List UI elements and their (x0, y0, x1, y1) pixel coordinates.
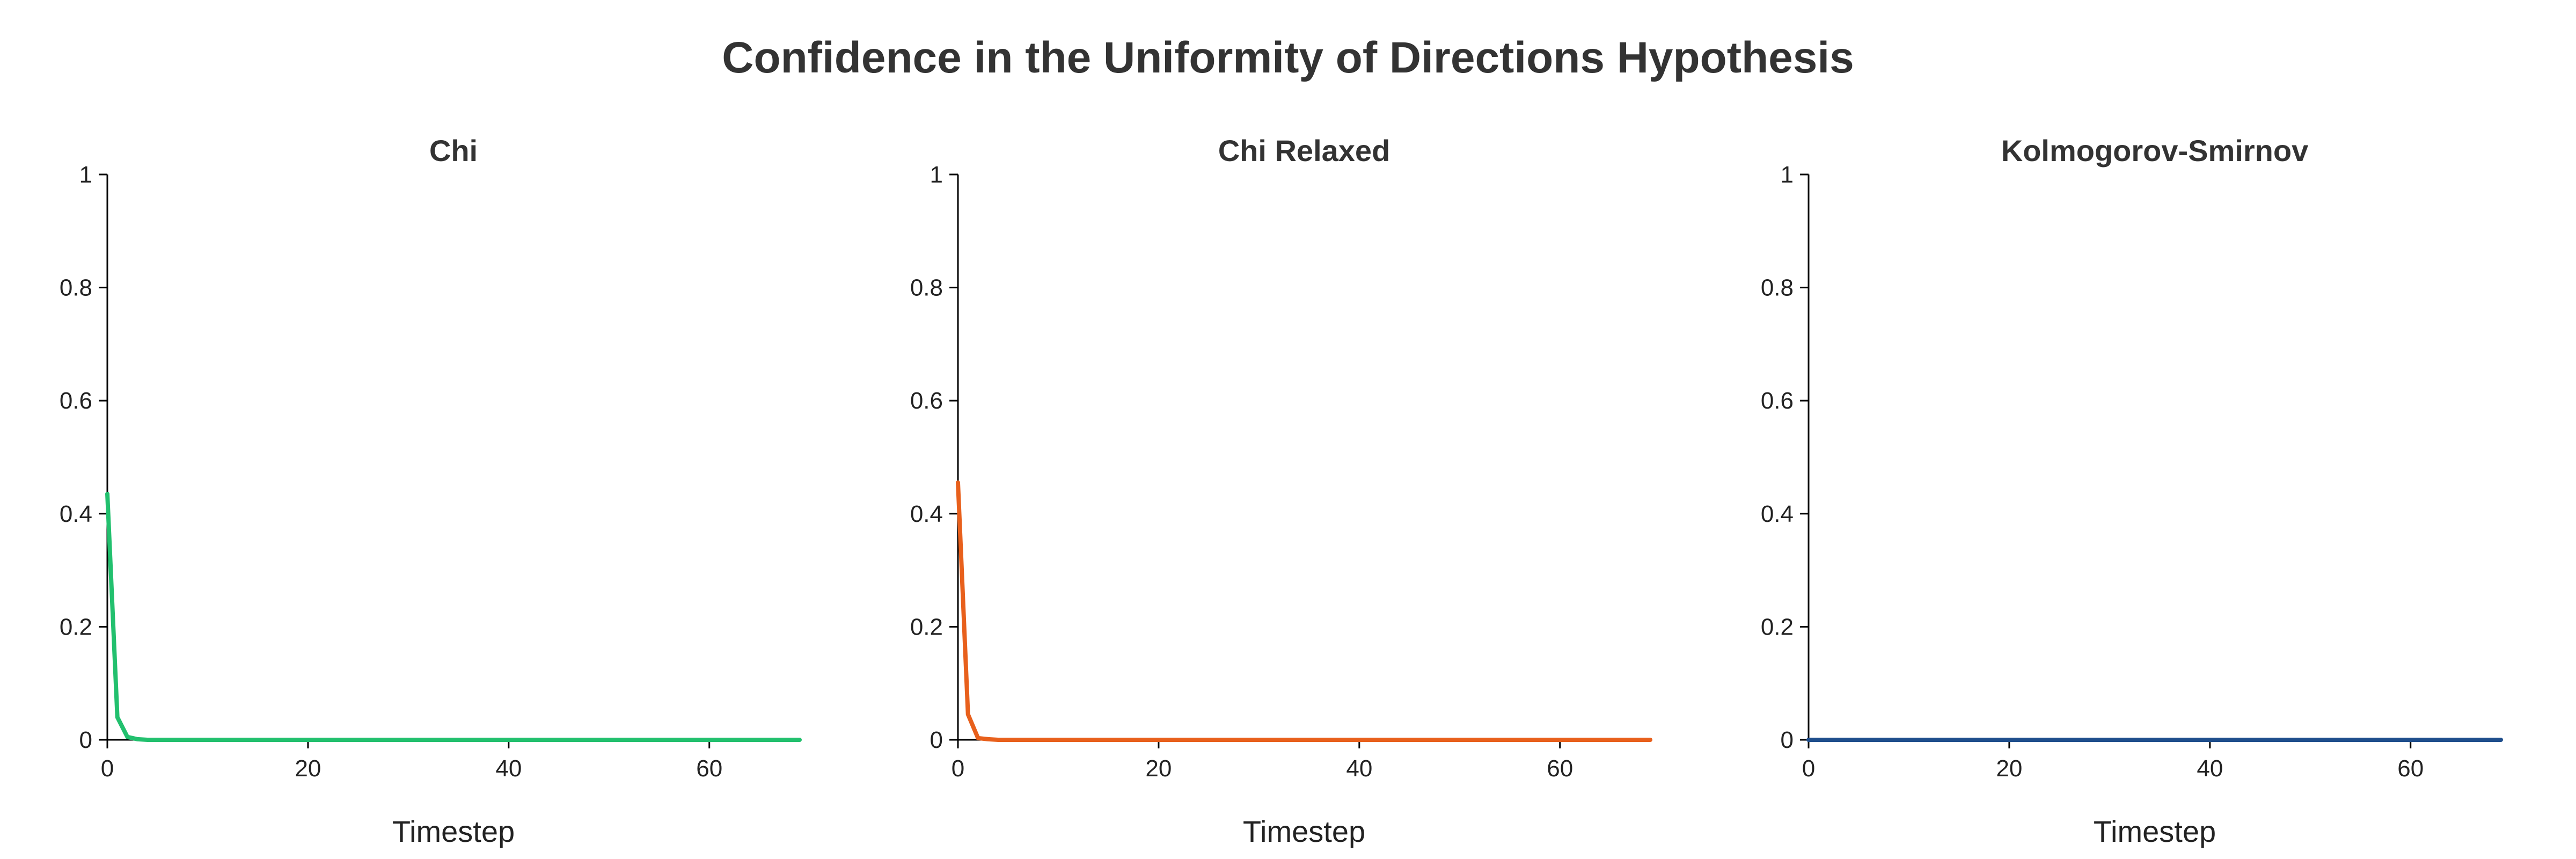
chart-panel: Chi 0 0.2 0.4 0.6 0.8 1 0 20 40 60 Timestep (60, 134, 802, 848)
y-tick-label: 0.4 (910, 501, 943, 527)
x-axis-label: Timestep (1243, 814, 1365, 848)
x-tick-label: 0 (952, 755, 964, 782)
x-tick-label: 40 (1346, 755, 1372, 782)
x-tick-label: 20 (295, 755, 321, 782)
y-tick-label: 0.2 (910, 614, 943, 640)
y-tick-label: 0.4 (1761, 501, 1794, 527)
y-tick-label: 0.6 (60, 388, 92, 414)
series-line (956, 480, 1652, 742)
panel-title: Chi (429, 134, 478, 168)
y-tick-label: 1 (930, 162, 943, 188)
x-tick-label: 20 (1145, 755, 1172, 782)
chart-panel: Kolmogorov-Smirnov 0 0.2 0.4 0.6 0.8 1 0 20 40 60 T… (1761, 134, 2503, 848)
x-axis-label: Timestep (2094, 814, 2216, 848)
x-tick-label: 0 (1802, 755, 1815, 782)
y-tick-label: 0.4 (60, 501, 92, 527)
chart-panel: Chi Relaxed 0 0.2 0.4 0.6 0.8 1 0 20 40 60 Timestep (910, 134, 1652, 848)
y-tick-label: 0.6 (910, 388, 943, 414)
y-tick-label: 1 (1781, 162, 1794, 188)
x-tick-label: 20 (1996, 755, 2022, 782)
y-tick-label: 0.8 (910, 275, 943, 301)
y-tick-label: 1 (79, 162, 92, 188)
x-tick-label: 60 (2397, 755, 2424, 782)
y-tick-label: 0.8 (60, 275, 92, 301)
y-tick-label: 0 (930, 727, 943, 753)
x-tick-label: 60 (1547, 755, 1573, 782)
x-axis-label: Timestep (392, 814, 515, 848)
panel-title: Kolmogorov-Smirnov (2001, 134, 2308, 168)
y-tick-label: 0.6 (1761, 388, 1794, 414)
panel-title: Chi Relaxed (1218, 134, 1391, 168)
chart-title: Confidence in the Uniformity of Directio… (722, 33, 1854, 82)
y-tick-label: 0.2 (60, 614, 92, 640)
x-tick-label: 40 (2197, 755, 2223, 782)
series-line (105, 491, 802, 742)
y-tick-label: 0.2 (1761, 614, 1794, 640)
y-tick-label: 0 (1781, 727, 1794, 753)
y-tick-label: 0.8 (1761, 275, 1794, 301)
x-tick-label: 60 (696, 755, 722, 782)
x-tick-label: 40 (495, 755, 522, 782)
x-tick-label: 0 (101, 755, 114, 782)
y-tick-label: 0 (79, 727, 92, 753)
